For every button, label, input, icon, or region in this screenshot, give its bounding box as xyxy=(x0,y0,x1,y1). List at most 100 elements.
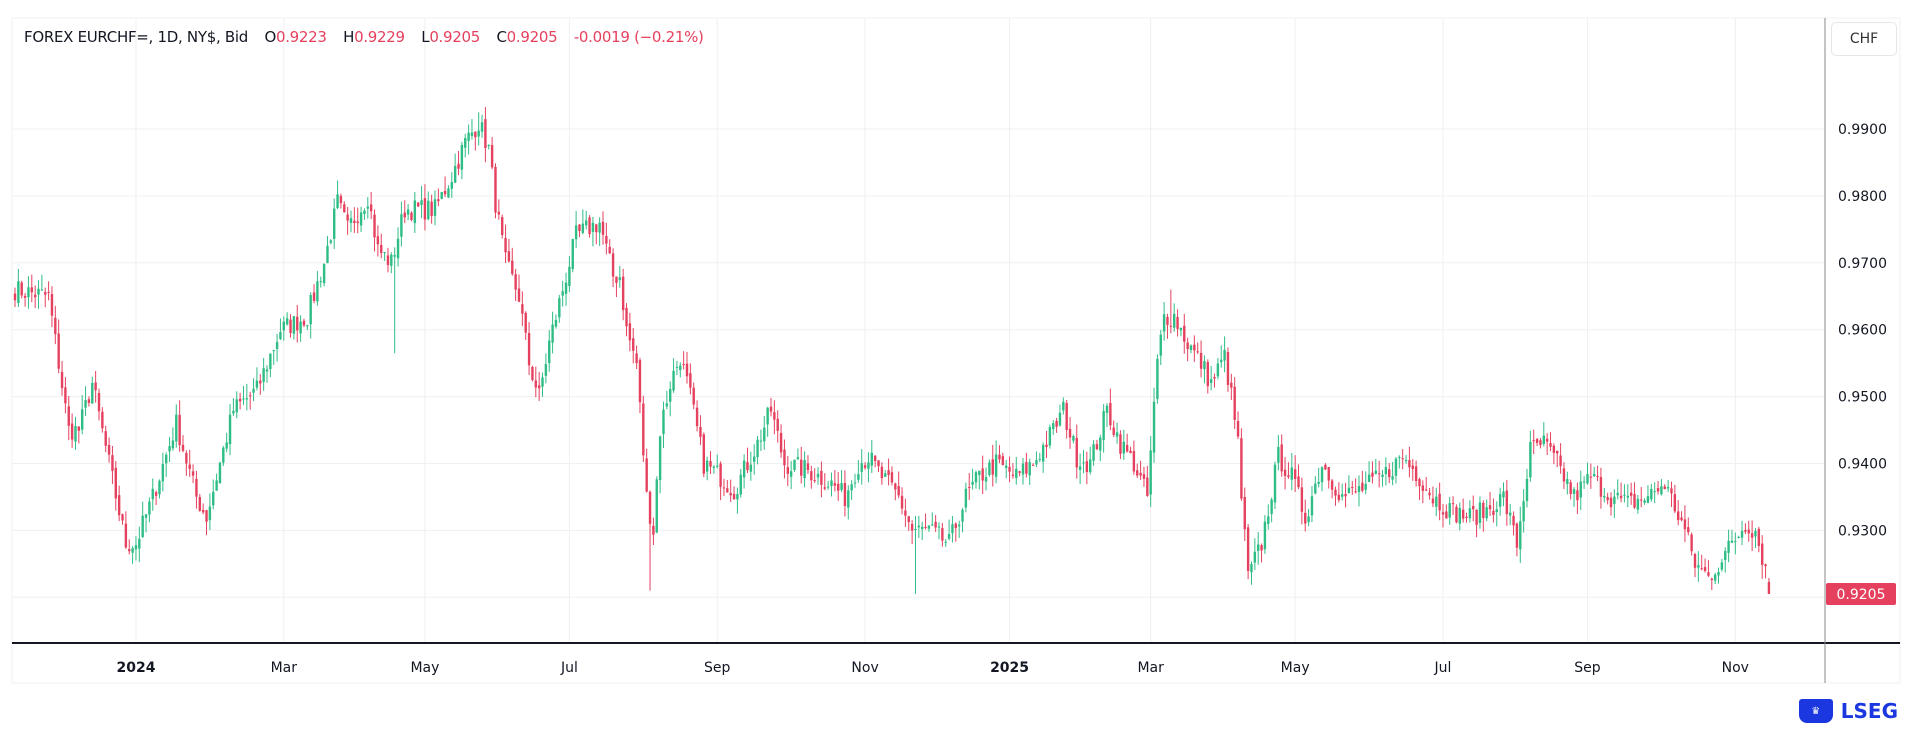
candle-body xyxy=(84,400,87,408)
candle xyxy=(299,315,302,342)
candle xyxy=(1556,450,1559,468)
candle-body xyxy=(329,240,333,243)
candle-body xyxy=(554,319,558,327)
candle xyxy=(739,468,742,498)
candle xyxy=(837,472,840,501)
candle-body xyxy=(816,473,820,478)
open-value: 0.9223 xyxy=(275,28,327,46)
candle xyxy=(1250,561,1253,585)
candle-body xyxy=(490,145,494,168)
candle xyxy=(991,444,994,487)
candle xyxy=(1209,366,1213,391)
candle xyxy=(699,415,702,445)
candle-body xyxy=(642,403,645,456)
candle xyxy=(1354,478,1357,494)
candle xyxy=(1633,482,1636,509)
candle-body xyxy=(1646,496,1650,503)
candle-body xyxy=(618,277,621,281)
candle-body xyxy=(1270,499,1273,514)
candle xyxy=(813,468,816,483)
candle-body xyxy=(1512,515,1515,526)
candle xyxy=(225,432,228,453)
candle xyxy=(1609,492,1613,516)
candle-body xyxy=(1566,479,1569,484)
candle xyxy=(900,487,904,515)
candle xyxy=(484,107,487,163)
candle xyxy=(1428,487,1431,500)
candle-body xyxy=(1246,527,1250,572)
candle-body xyxy=(333,208,336,239)
candle xyxy=(1519,506,1522,563)
candle-body xyxy=(1068,428,1072,438)
x-axis-labels: 2024 Mar May Jul Sep Nov 2025 Mar May Jul Sep Nov xyxy=(116,660,1749,676)
candle-body xyxy=(1582,481,1586,483)
candle xyxy=(971,468,974,490)
candle-body xyxy=(77,426,81,431)
candles xyxy=(13,107,1771,594)
candle xyxy=(561,280,564,307)
candle xyxy=(316,271,319,306)
candle xyxy=(363,208,366,220)
candle-body xyxy=(302,320,306,326)
candle-body xyxy=(497,211,501,215)
candle-body xyxy=(1525,478,1529,502)
candle-body xyxy=(245,398,249,400)
candle xyxy=(1435,487,1438,517)
candle xyxy=(1162,302,1166,341)
candle-body xyxy=(158,480,161,495)
candle-body xyxy=(60,371,64,389)
candle xyxy=(373,209,376,252)
candle-body xyxy=(437,199,440,202)
candle-body xyxy=(1115,432,1119,437)
candle-body xyxy=(1680,517,1683,521)
candle xyxy=(789,460,793,490)
candle xyxy=(675,360,679,375)
candle xyxy=(1297,464,1300,490)
candle xyxy=(1411,459,1414,481)
candle xyxy=(430,194,433,224)
candle xyxy=(148,497,151,523)
candle-body xyxy=(739,474,742,495)
candle xyxy=(974,470,978,489)
candle xyxy=(1035,451,1038,468)
candle-body xyxy=(595,224,598,233)
candle-body xyxy=(54,317,57,335)
candle xyxy=(564,272,568,306)
y-tick-label: 0.9500 xyxy=(1838,390,1887,406)
candle-body xyxy=(1626,495,1629,498)
candle xyxy=(1670,481,1673,508)
candle-body xyxy=(272,350,275,352)
candle-body xyxy=(1707,572,1710,576)
candle-body xyxy=(588,217,591,235)
candle-body xyxy=(810,471,813,481)
candle xyxy=(679,362,682,378)
x-tick-label: Sep xyxy=(1574,660,1601,676)
candle-body xyxy=(1448,503,1451,518)
candle xyxy=(1713,572,1717,584)
currency-button[interactable]: CHF xyxy=(1831,22,1897,56)
candle-body xyxy=(1257,544,1260,551)
candle xyxy=(568,256,571,292)
candle-body xyxy=(1539,440,1542,446)
candle-body xyxy=(1656,488,1660,492)
candle-body xyxy=(1411,465,1414,469)
candle-body xyxy=(457,163,460,169)
candle xyxy=(1018,470,1021,477)
candle-body xyxy=(1381,474,1384,478)
candle xyxy=(121,513,124,525)
candle xyxy=(722,478,726,496)
candle xyxy=(1643,498,1646,505)
candle xyxy=(282,316,285,341)
candle xyxy=(1421,480,1425,504)
candle-body xyxy=(134,545,138,550)
candle-body xyxy=(1041,444,1045,462)
candle xyxy=(353,207,356,233)
candle-body xyxy=(453,166,457,183)
candle xyxy=(655,476,658,534)
candle-body xyxy=(1700,568,1703,570)
candle-body xyxy=(316,281,319,302)
candle-body xyxy=(1334,489,1337,496)
candle xyxy=(749,451,753,481)
candle-body xyxy=(1623,494,1626,496)
